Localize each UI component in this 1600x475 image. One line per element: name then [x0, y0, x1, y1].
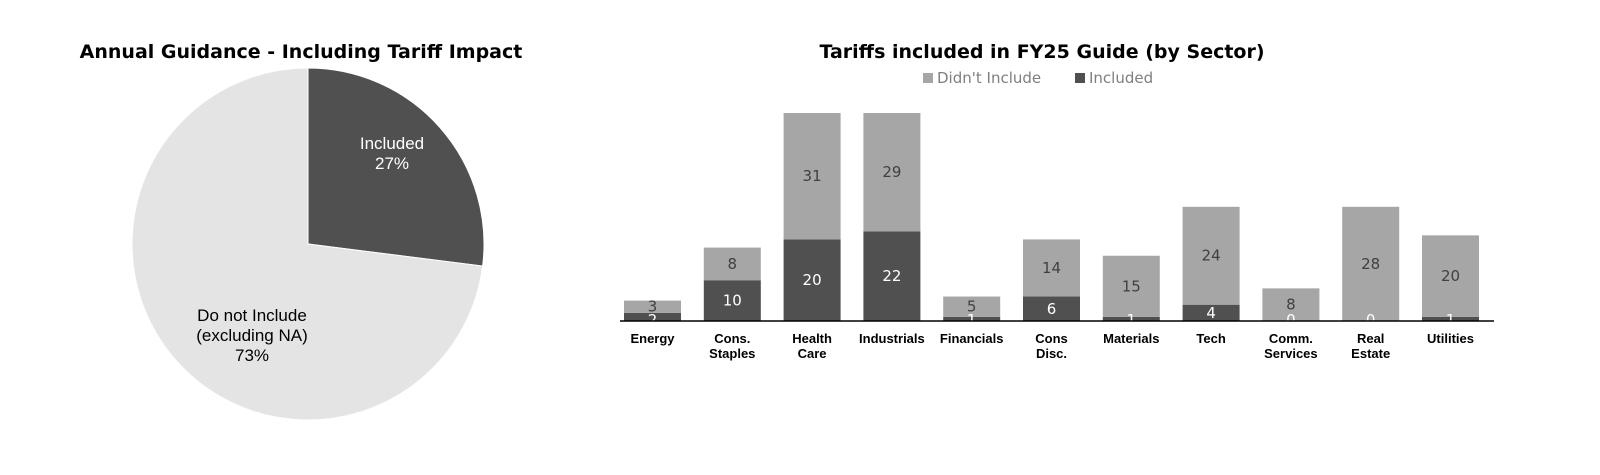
data-label-didnt-include: 5 — [967, 298, 977, 316]
data-label-included: 1 — [1446, 311, 1456, 329]
pie-slice-label: Included 27% — [360, 134, 424, 173]
pie-chart-panel: Annual Guidance - Including Tariff Impac… — [0, 0, 620, 471]
data-label-didnt-include: 20 — [1441, 267, 1460, 285]
bar-didnt-include — [1262, 288, 1320, 321]
data-label-didnt-include: 24 — [1202, 247, 1221, 265]
pie-slice-label: Do not Include (excluding NA) 73% — [196, 306, 308, 365]
data-label-included: 6 — [1047, 300, 1057, 318]
data-label-didnt-include: 31 — [803, 167, 822, 185]
x-tick-label: Industrials — [859, 331, 925, 346]
bar-chart-title: Tariffs included in FY25 Guide (by Secto… — [819, 41, 1264, 63]
data-label-included: 0 — [1286, 311, 1296, 329]
pie-chart: Annual Guidance - Including Tariff Impac… — [80, 41, 523, 421]
bar-included — [1422, 316, 1479, 321]
bar-included — [1182, 304, 1240, 321]
x-tick-label: Utilities — [1427, 331, 1474, 346]
data-label-included: 0 — [1366, 311, 1376, 329]
legend-swatch — [1075, 73, 1085, 83]
data-label-didnt-include: 28 — [1361, 255, 1380, 273]
bar-chart-panel: Tariffs included in FY25 Guide (by Secto… — [620, 0, 1600, 471]
data-label-didnt-include: 15 — [1122, 277, 1141, 295]
bar-included — [1023, 296, 1080, 321]
pie-chart-title: Annual Guidance - Including Tariff Impac… — [80, 41, 523, 63]
bar-didnt-include — [943, 296, 1001, 317]
data-label-didnt-include: 14 — [1042, 259, 1061, 277]
x-tick-label: Comm. Services — [1264, 331, 1318, 361]
data-label-didnt-include: 8 — [728, 255, 738, 273]
x-tick-label: Tech — [1196, 331, 1225, 346]
data-label-included: 20 — [803, 271, 822, 289]
data-label-didnt-include: 29 — [882, 163, 901, 181]
legend-swatch — [923, 73, 933, 83]
data-label-included: 10 — [723, 292, 742, 310]
pie-slice-included — [307, 67, 485, 267]
bar-didnt-include — [783, 113, 841, 240]
bar-didnt-include — [1422, 235, 1479, 317]
x-tick-label: Financials — [940, 331, 1004, 346]
bar-included — [624, 312, 681, 321]
bar-didnt-include — [1182, 206, 1240, 305]
bar-chart-legend: Didn't Include Included — [923, 69, 1153, 87]
bar-didnt-include — [863, 113, 921, 232]
data-label-didnt-include: 3 — [648, 298, 658, 316]
legend-label: Included — [1089, 69, 1153, 87]
bar-didnt-include — [624, 300, 681, 313]
bar-didnt-include — [1102, 255, 1160, 317]
bar-didnt-include — [1342, 206, 1400, 321]
bar-didnt-include — [1023, 239, 1080, 297]
bar-included — [1102, 316, 1160, 321]
bar-didnt-include — [703, 247, 761, 281]
data-label-didnt-include: 8 — [1286, 296, 1296, 314]
x-tick-label: Cons. Staples — [709, 331, 755, 361]
x-tick-label: Materials — [1103, 331, 1159, 346]
bar-included — [943, 316, 1001, 321]
bar-included — [703, 280, 761, 321]
legend-item: Didn't Include — [923, 69, 1041, 87]
data-label-included: 4 — [1206, 304, 1216, 322]
x-tick-label: Cons Disc. — [1035, 331, 1068, 361]
data-label-included: 2 — [648, 311, 658, 329]
legend-item: Included — [1075, 69, 1153, 87]
bar-included — [863, 231, 921, 321]
legend-label: Didn't Include — [937, 69, 1041, 87]
data-label-included: 22 — [882, 267, 901, 285]
stacked-bar-chart: Tariffs included in FY25 Guide (by Secto… — [620, 41, 1494, 361]
data-label-included: 1 — [967, 311, 977, 329]
x-tick-label: Energy — [630, 331, 675, 346]
x-tick-label: Real Estate — [1351, 331, 1390, 361]
x-tick-label: Health Care — [792, 331, 832, 361]
pie-slice-do-not-include-excluding-na — [131, 67, 484, 421]
data-label-included: 1 — [1127, 311, 1137, 329]
bar-included — [783, 239, 841, 321]
